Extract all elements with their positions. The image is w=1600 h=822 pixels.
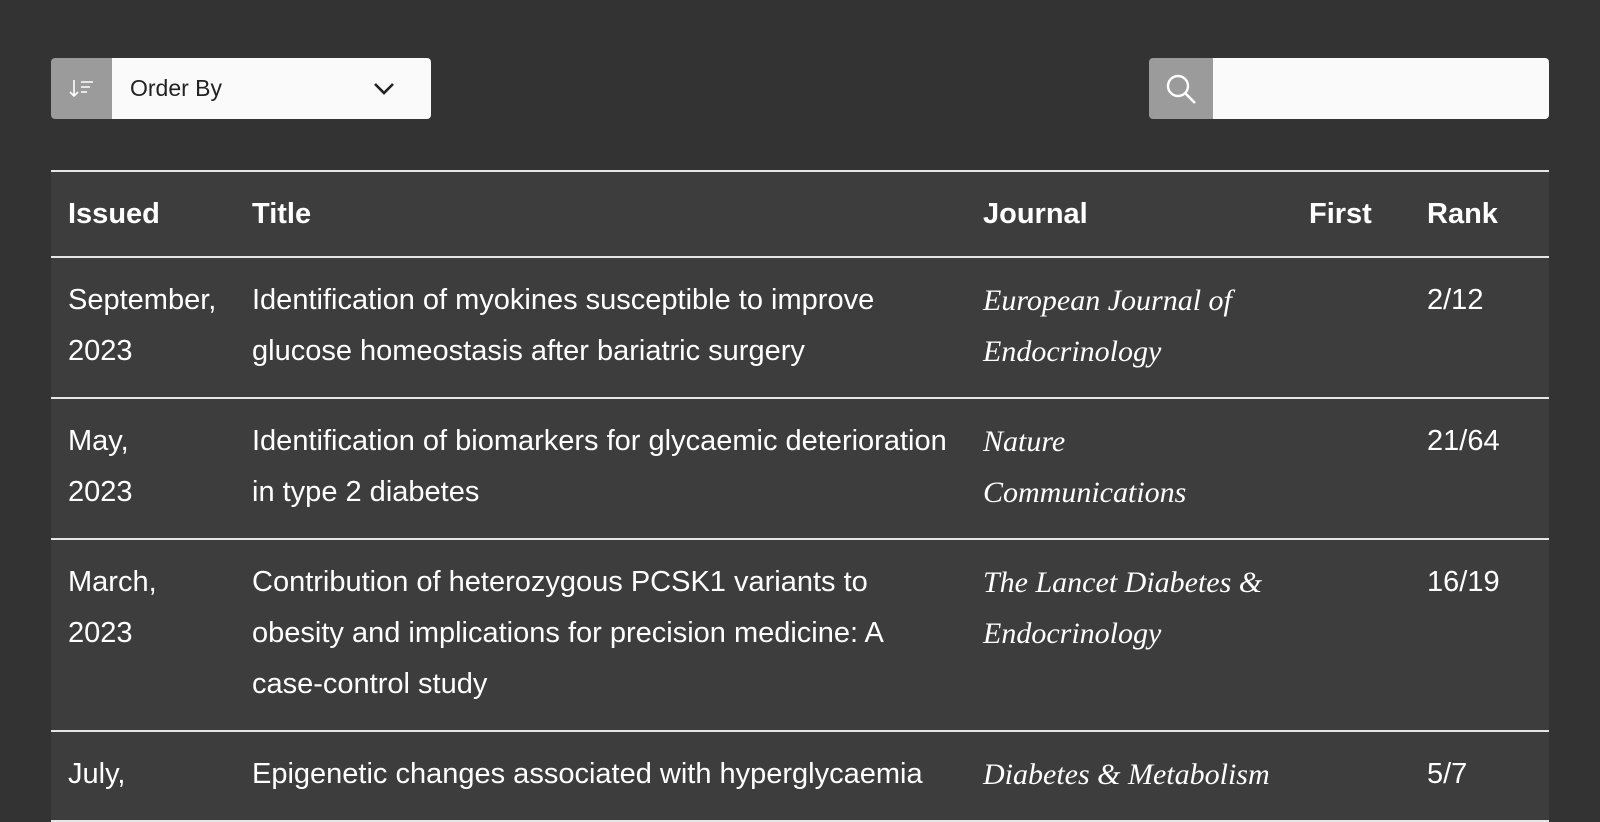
publications-table: Issued Title Journal First Rank Septembe… [51,170,1549,822]
header-title[interactable]: Title [252,197,312,230]
cell-title[interactable]: Epigenetic changes associated with hyper… [252,758,923,790]
issued-year: 2023 [68,335,133,367]
order-by-dropdown[interactable]: Order By [51,58,431,119]
cell-journal: Nature Communications [983,425,1187,509]
order-by-select[interactable]: Order By [112,58,431,119]
header-issued[interactable]: Issued [68,197,160,230]
cell-rank: 5/7 [1427,758,1468,790]
cell-first [1292,731,1427,821]
issued-month: March, [68,566,157,598]
cell-title[interactable]: Contribution of heterozygous PCSK1 varia… [252,566,883,700]
cell-title[interactable]: Identification of myokines susceptible t… [252,284,875,367]
issued-month: May, [68,425,129,457]
issued-year: 2023 [68,617,133,649]
table-row: May, 2023 Identification of biomarkers f… [51,398,1549,539]
header-rank[interactable]: Rank [1427,197,1498,230]
order-by-label: Order By [130,75,223,101]
toolbar: Order By [51,58,1549,119]
cell-journal: Diabetes & Metabolism [983,758,1270,791]
cell-journal: The Lancet Diabetes & Endocrinology [983,566,1263,650]
table-row: March, 2023 Contribution of heterozygous… [51,539,1549,731]
cell-issued: September, 2023 [51,257,235,398]
issued-month: July, [68,758,126,790]
table-header-row: Issued Title Journal First Rank [51,171,1549,257]
table-row: July, Epigenetic changes associated with… [51,731,1549,821]
cell-title[interactable]: Identification of biomarkers for glycaem… [252,425,947,508]
cell-issued: March, 2023 [51,539,235,731]
cell-first [1292,398,1427,539]
sort-descending-icon[interactable] [51,58,112,119]
cell-rank: 16/19 [1427,566,1500,598]
search-input[interactable] [1213,58,1549,119]
cell-rank: 2/12 [1427,284,1484,316]
issued-month: September, [68,284,217,316]
table-row: September, 2023 Identification of myokin… [51,257,1549,398]
search-box [1149,58,1549,119]
cell-first [1292,257,1427,398]
cell-issued: May, 2023 [51,398,235,539]
header-first[interactable]: First [1309,197,1372,230]
cell-journal: European Journal of Endocrinology [983,284,1232,368]
search-icon[interactable] [1149,58,1213,119]
header-journal[interactable]: Journal [983,197,1088,230]
cell-rank: 21/64 [1427,425,1500,457]
chevron-down-icon [373,75,395,102]
issued-year: 2023 [68,476,133,508]
cell-issued: July, [51,731,235,821]
cell-first [1292,539,1427,731]
